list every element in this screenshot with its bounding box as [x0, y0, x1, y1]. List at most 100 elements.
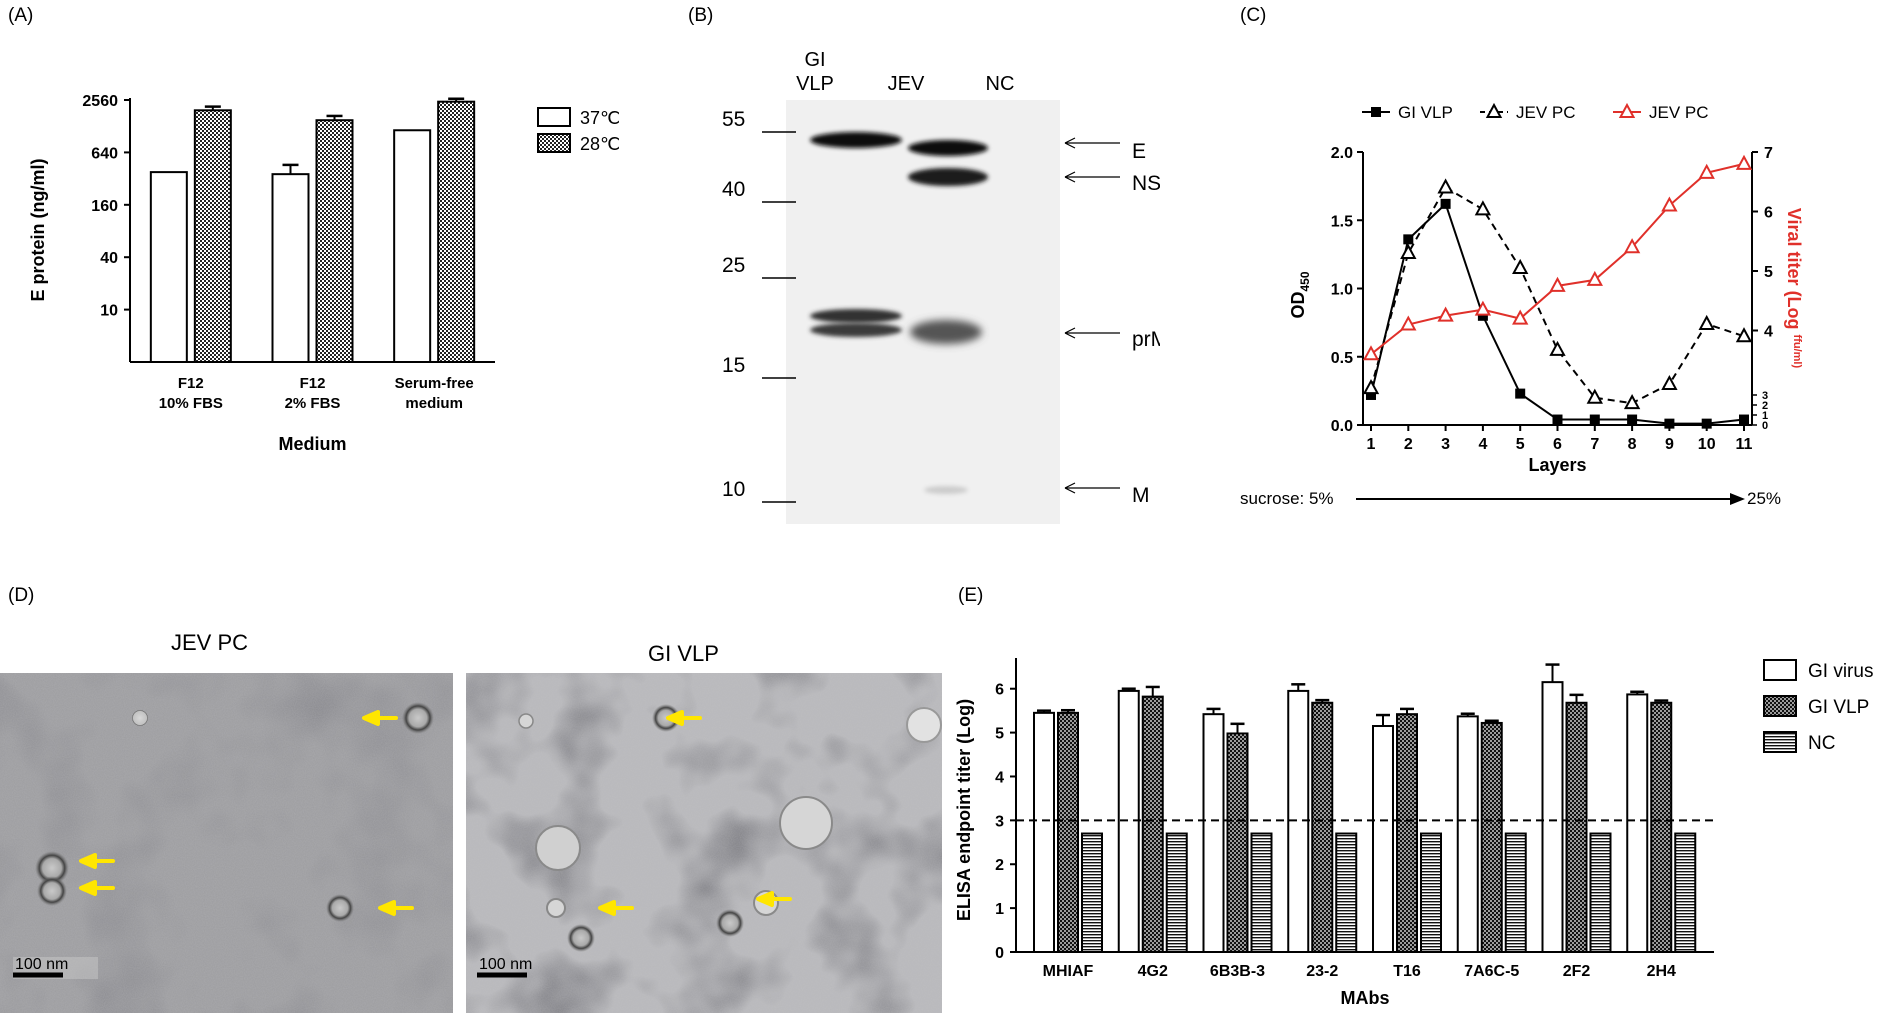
- blot-lane-label: JEV: [888, 73, 925, 95]
- c-footer-label: sucrose: 5%: [1240, 489, 1334, 508]
- chart-a: 10 40 160 640 2560 E protein (ng/ml) F12 10% FB…: [28, 93, 620, 454]
- c-point: [1549, 340, 1566, 356]
- em-yellow-arrow: [362, 710, 398, 726]
- a-x-tick-label: Serum-free medium: [395, 375, 474, 412]
- e-legend-label: GI VLP: [1808, 697, 1869, 718]
- western-blot-bands: [810, 132, 988, 494]
- e-bar: [1650, 701, 1673, 953]
- c-point: [1589, 414, 1600, 425]
- e-y-tick-label: 2: [995, 857, 1004, 874]
- em-yellow-arrow: [378, 900, 414, 916]
- a-x-tick-label-line: F12: [300, 375, 326, 392]
- c-y2-axis-label-sup: ffu/ml): [1791, 335, 1803, 369]
- c-y2-axis-label-main: Viral titer (Log: [1784, 208, 1804, 335]
- blot-lane-label-line: JEV: [888, 73, 925, 95]
- c-x-axis-label: Layers: [1528, 455, 1586, 475]
- e-bar: [1081, 832, 1103, 953]
- e-x-tick-label: 2F2: [1563, 963, 1591, 980]
- c-point: [1474, 200, 1492, 216]
- blot-lane-label: GI VLP: [796, 49, 834, 95]
- e-bar: [1202, 713, 1225, 954]
- em-title-gi-vlp: GI VLP: [648, 641, 719, 666]
- c-x-tick-label: 1: [1367, 436, 1376, 453]
- c-x-tick-label: 5: [1516, 436, 1525, 453]
- blot-lane-label-line: NC: [986, 73, 1015, 95]
- em-title-jev-pc: JEV PC: [171, 630, 249, 655]
- e-x-tick-label: MHIAF: [1043, 963, 1094, 980]
- e-bar: [1287, 689, 1310, 953]
- e-x-tick-label: 6B3B-3: [1210, 963, 1265, 980]
- a-legend-label: 28℃: [580, 134, 620, 154]
- c-x-tick-label: 8: [1628, 436, 1637, 453]
- e-bar: [1504, 832, 1527, 953]
- e-bar: [1541, 681, 1564, 953]
- c-y2-tick-label-minor: 0: [1762, 420, 1768, 432]
- c-point: [1586, 270, 1603, 286]
- a-y-axis-label: E protein (ng/ml): [28, 159, 48, 302]
- e-x-axis-label: MAbs: [1341, 988, 1390, 1008]
- c-point: [1586, 388, 1603, 404]
- c-point: [1661, 374, 1678, 391]
- c-point: [1400, 315, 1417, 331]
- c-point: [1512, 309, 1529, 325]
- a-y-tick-label: 40: [100, 250, 118, 267]
- e-y-tick-label: 6: [995, 682, 1004, 699]
- c-point: [1552, 414, 1563, 425]
- blot-band-label: NS-1: [1132, 172, 1160, 195]
- e-bar: [1674, 832, 1697, 953]
- c-legend-marker: [1371, 107, 1381, 117]
- c-x-tick-label: 7: [1590, 436, 1599, 453]
- c-series-line: [1370, 202, 1745, 425]
- c-point: [1362, 379, 1380, 395]
- c-point: [1735, 327, 1753, 343]
- scale-bar-label-gi-vlp: 100 nm: [479, 956, 532, 973]
- band-jev-m: [924, 486, 968, 494]
- a-bar: [437, 100, 476, 363]
- a-bar: [271, 173, 310, 363]
- c-legend-label: JEV PC: [1649, 103, 1709, 122]
- a-x-tick-label: F12 2% FBS: [285, 375, 341, 412]
- band-vlp-prm-2: [810, 323, 902, 337]
- c-x-tick-label: 3: [1441, 436, 1450, 453]
- c-y-tick-label: 0.5: [1331, 350, 1353, 367]
- c-y-tick-label: 0.0: [1331, 418, 1353, 435]
- a-bar: [393, 129, 432, 363]
- a-x-tick-label-line: 2% FBS: [285, 395, 341, 412]
- blot-band-label: E: [1132, 140, 1146, 163]
- em-overlay: 100 nm 100 nm: [13, 710, 792, 979]
- e-x-tick-label: 23-2: [1306, 963, 1338, 980]
- c-y-tick-label: 1.0: [1331, 282, 1353, 299]
- c-point: [1623, 394, 1641, 410]
- panel-label-b: (B): [688, 5, 714, 26]
- c-x-tick-label: 11: [1736, 436, 1753, 453]
- c-point: [1739, 414, 1749, 425]
- a-x-tick-label-line: 10% FBS: [159, 395, 223, 412]
- blot-band-arrowhead: [1064, 482, 1076, 494]
- c-point: [1627, 414, 1638, 425]
- c-point: [1698, 163, 1715, 179]
- blot-lane-label: NC: [986, 73, 1015, 95]
- e-y-tick-label: 0: [995, 945, 1004, 962]
- e-y-axis-label: ELISA endpoint titer (Log): [954, 699, 974, 921]
- e-bar: [1033, 711, 1055, 953]
- em-panel: JEV PC GI VLP: [0, 630, 1380, 1020]
- e-bar: [1396, 713, 1418, 954]
- a-bar: [193, 109, 232, 363]
- em-yellow-arrow: [756, 891, 792, 907]
- blot-marker-label: 25: [722, 254, 745, 277]
- a-bar: [149, 171, 188, 363]
- c-point: [1512, 258, 1529, 275]
- a-y-tick-label: 10: [100, 303, 118, 320]
- c-point: [1661, 196, 1678, 212]
- c-point: [1400, 243, 1417, 260]
- c-y2-tick-label-minor: 1: [1762, 410, 1768, 422]
- c-y2-tick-label: 5: [1764, 264, 1773, 281]
- c-point: [1623, 238, 1641, 254]
- c-point: [1362, 345, 1380, 361]
- c-footer-arrowhead: [1730, 493, 1745, 505]
- c-y2-tick-label: 7: [1764, 145, 1773, 162]
- panel-label-a: (A): [8, 5, 34, 26]
- a-legend-swatch: [537, 133, 571, 153]
- c-point: [1437, 178, 1454, 194]
